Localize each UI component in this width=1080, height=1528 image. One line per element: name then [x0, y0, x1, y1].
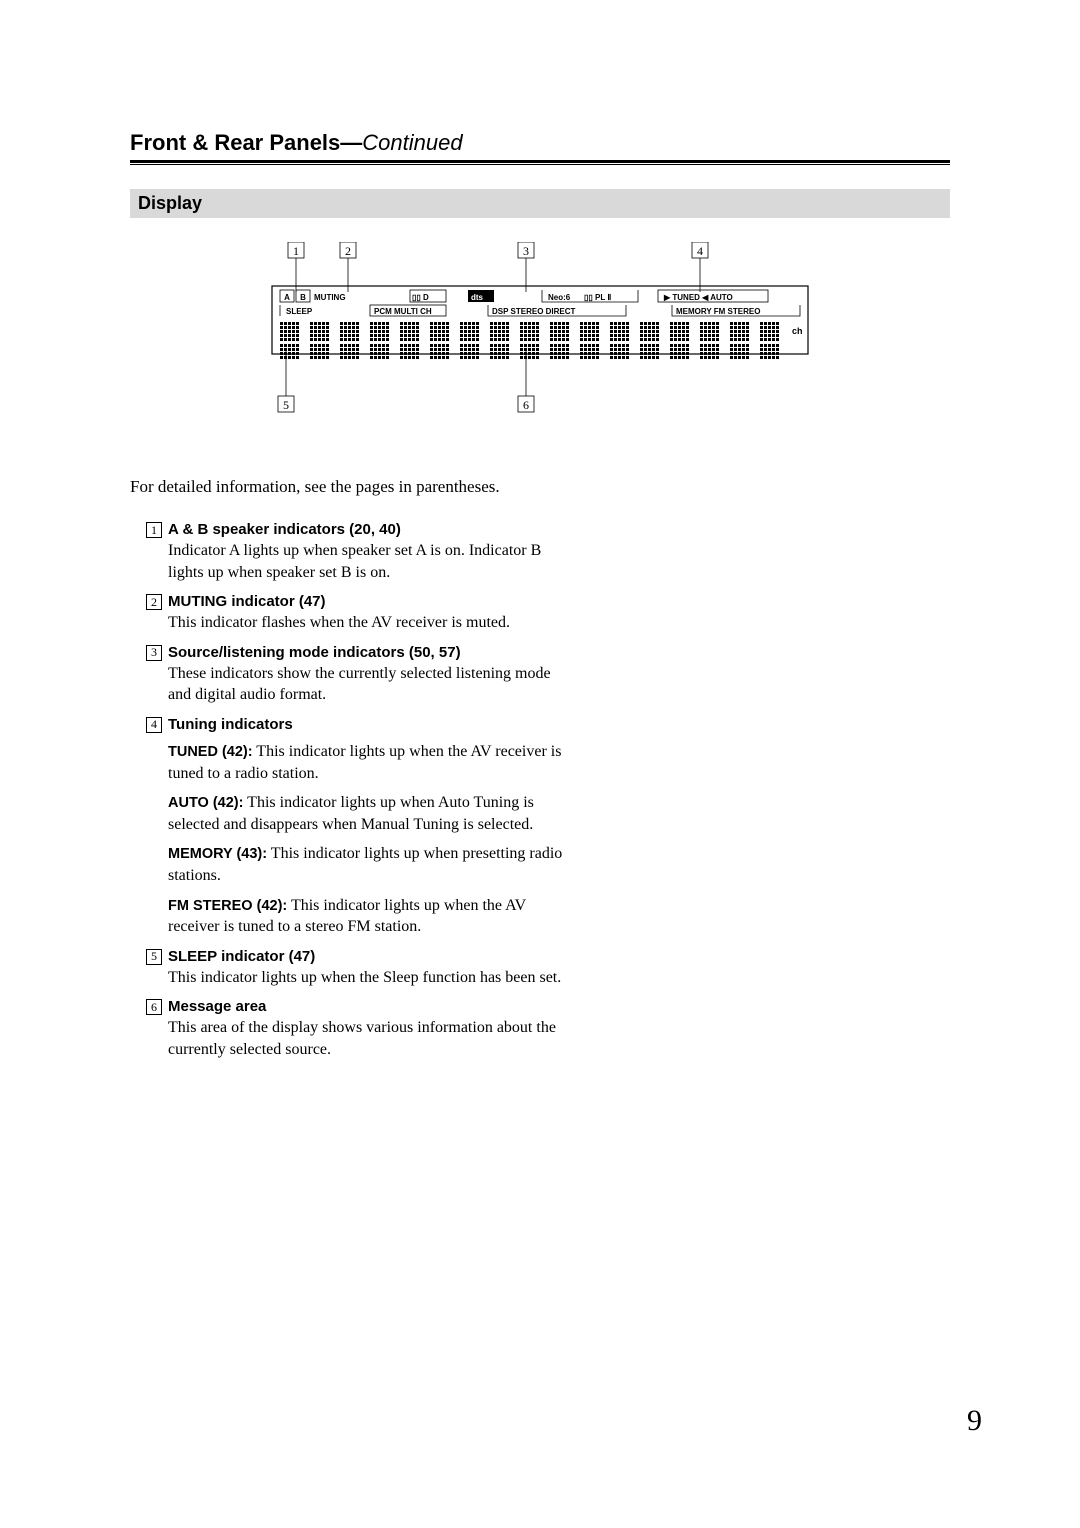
definition-item: 2 MUTING indicator (47) This indicator fla… [146, 593, 566, 634]
definition-body: This area of the display shows various i… [168, 1017, 566, 1060]
svg-text:SLEEP: SLEEP [286, 307, 313, 316]
definition-item: 6 Message area This area of the display sh… [146, 998, 566, 1060]
svg-text:2: 2 [345, 244, 351, 258]
definition-head: 5 SLEEP indicator (47) [146, 948, 566, 965]
definition-sub-bold: TUNED (42): [168, 744, 253, 760]
svg-text:MEMORY FM STEREO: MEMORY FM STEREO [676, 307, 760, 316]
svg-text:5: 5 [283, 398, 289, 412]
definition-head: 6 Message area [146, 998, 566, 1015]
svg-text:▯▯ PL Ⅱ: ▯▯ PL Ⅱ [584, 293, 611, 302]
definition-title: Source/listening mode indicators (50, 57… [168, 644, 461, 661]
definitions-list: 1 A & B speaker indicators (20, 40) Indica… [146, 521, 566, 1061]
definition-number-box: 1 [146, 522, 162, 538]
definition-title: Tuning indicators [168, 716, 293, 733]
svg-text:3: 3 [523, 244, 529, 258]
svg-text:ch: ch [792, 326, 803, 336]
definition-subitem: AUTO (42): This indicator lights up when… [168, 792, 566, 835]
definition-head: 1 A & B speaker indicators (20, 40) [146, 521, 566, 538]
definition-item: 5 SLEEP indicator (47) This indicator ligh… [146, 948, 566, 989]
definition-title: SLEEP indicator (47) [168, 948, 315, 965]
svg-text:▶ TUNED ◀ AUTO: ▶ TUNED ◀ AUTO [663, 293, 733, 302]
svg-text:4: 4 [697, 244, 703, 258]
svg-text:PCM MULTI CH: PCM MULTI CH [374, 307, 432, 316]
definition-head: 2 MUTING indicator (47) [146, 593, 566, 610]
definition-item: 1 A & B speaker indicators (20, 40) Indica… [146, 521, 566, 583]
definition-number-box: 4 [146, 717, 162, 733]
page-title: Front & Rear Panels—Continued [130, 130, 950, 156]
definition-head: 3 Source/listening mode indicators (50, 5… [146, 644, 566, 661]
definition-sub-bold: MEMORY (43): [168, 846, 267, 862]
title-light: Continued [362, 130, 462, 155]
title-rule-thick [130, 160, 950, 163]
svg-text:A: A [284, 293, 290, 302]
definition-subitem: TUNED (42): This indicator lights up whe… [168, 741, 566, 784]
svg-text:DSP STEREO DIRECT: DSP STEREO DIRECT [492, 307, 576, 316]
definition-sub-bold: FM STEREO (42): [168, 898, 287, 914]
definition-body: Indicator A lights up when speaker set A… [168, 540, 566, 583]
svg-text:6: 6 [523, 398, 529, 412]
title-sep: — [340, 130, 362, 155]
definition-subitem: FM STEREO (42): This indicator lights up… [168, 895, 566, 938]
definition-title: A & B speaker indicators (20, 40) [168, 521, 401, 538]
definition-number-box: 2 [146, 594, 162, 610]
display-diagram: A B MUTING ▯▯ D dts Neo:6 ▯▯ PL Ⅱ ▶ TUNED ◀ AUT… [260, 242, 820, 447]
definition-subitem: MEMORY (43): This indicator lights up wh… [168, 843, 566, 886]
definition-body: These indicators show the currently sele… [168, 663, 566, 706]
svg-text:▯▯ D: ▯▯ D [412, 293, 429, 302]
definition-body: This indicator flashes when the AV recei… [168, 612, 566, 634]
title-rule-thin [130, 164, 950, 165]
section-heading: Display [130, 189, 950, 218]
svg-text:B: B [300, 293, 306, 302]
definition-number-box: 3 [146, 645, 162, 661]
definition-number-box: 5 [146, 949, 162, 965]
svg-text:MUTING: MUTING [314, 293, 346, 302]
definition-item: 4 Tuning indicators TUNED (42): This indic… [146, 716, 566, 938]
definition-item: 3 Source/listening mode indicators (50, 5… [146, 644, 566, 706]
definition-head: 4 Tuning indicators [146, 716, 566, 733]
definition-title: Message area [168, 998, 266, 1015]
definition-sub-bold: AUTO (42): [168, 795, 243, 811]
intro-text: For detailed information, see the pages … [130, 477, 950, 497]
title-bold: Front & Rear Panels [130, 130, 340, 155]
page-number: 9 [967, 1404, 982, 1438]
svg-text:1: 1 [293, 244, 299, 258]
definition-number-box: 6 [146, 999, 162, 1015]
definition-body: This indicator lights up when the Sleep … [168, 967, 566, 989]
definition-title: MUTING indicator (47) [168, 593, 326, 610]
svg-text:dts: dts [471, 293, 484, 302]
svg-text:Neo:6: Neo:6 [548, 293, 571, 302]
